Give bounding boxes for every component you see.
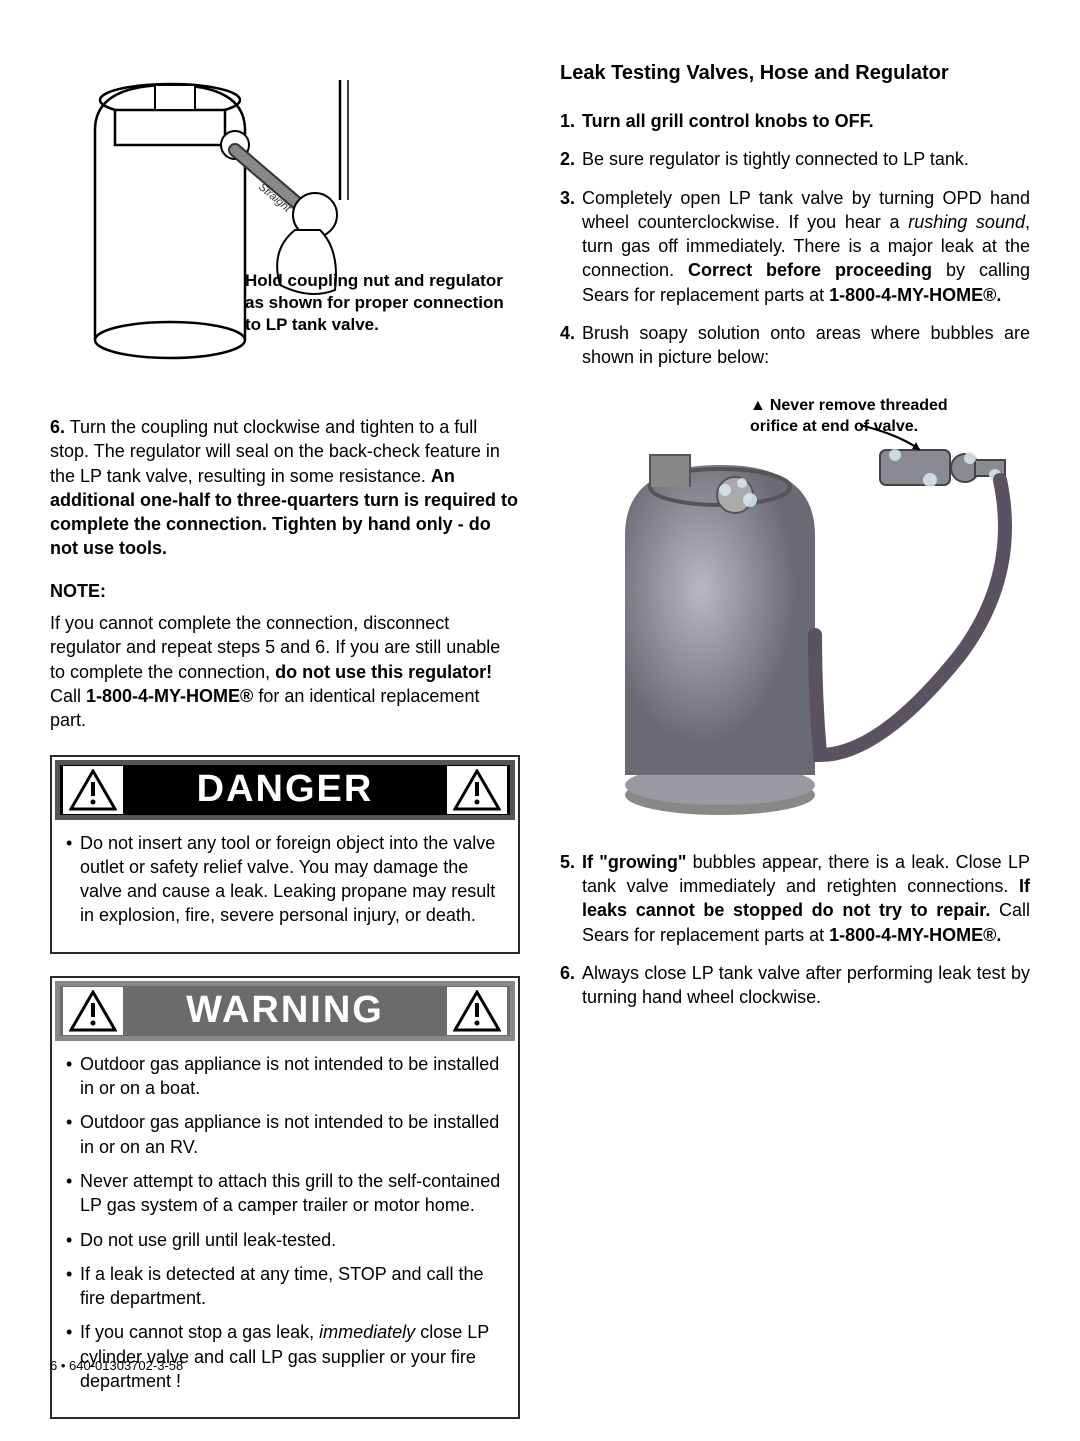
s3f: 1-800-4-MY-HOME®. xyxy=(829,285,1001,305)
step-3: 3.Completely open LP tank valve by turni… xyxy=(560,186,1030,307)
s5e: 1-800-4-MY-HOME®. xyxy=(829,925,1001,945)
note-c: Call xyxy=(50,686,86,706)
step-2-num: 2. xyxy=(560,147,575,171)
right-column: Leak Testing Valves, Hose and Regulator … xyxy=(560,40,1030,1441)
step-4-text: Brush soapy solution onto areas where bu… xyxy=(582,323,1030,367)
leak-testing-heading: Leak Testing Valves, Hose and Regulator xyxy=(560,60,1030,87)
s3b: rushing sound xyxy=(908,212,1025,232)
step-1-text: Turn all grill control knobs to OFF. xyxy=(582,111,874,131)
step-4-num: 4. xyxy=(560,321,575,345)
w6a: If you cannot stop a gas leak, xyxy=(80,1322,319,1342)
step-6-right: 6. Always close LP tank valve after perfo… xyxy=(560,961,1030,1010)
note-heading: NOTE: xyxy=(50,579,520,603)
page-content: Straight Hold coupling nut and regulator… xyxy=(50,40,1030,1441)
leak-test-steps-2: 5.If "growing" bubbles appear, there is … xyxy=(560,850,1030,1010)
step-4: 4. Brush soapy solution onto areas where … xyxy=(560,321,1030,370)
warning-title: WARNING xyxy=(126,985,444,1036)
danger-box: DANGER Do not insert any tool or foreign… xyxy=(50,755,520,954)
step-3-num: 3. xyxy=(560,186,575,210)
danger-header: DANGER xyxy=(55,760,515,820)
danger-title: DANGER xyxy=(126,764,444,815)
warning-item-1: Outdoor gas appliance is not intended to… xyxy=(66,1052,504,1101)
warning-triangle-icon xyxy=(63,766,123,814)
step-2-text: Be sure regulator is tightly connected t… xyxy=(582,149,969,169)
step-5: 5.If "growing" bubbles appear, there is … xyxy=(560,850,1030,947)
note-b: do not use this regulator! xyxy=(275,662,492,682)
danger-item: Do not insert any tool or foreign object… xyxy=(66,831,504,928)
figure-coupling-nut: Straight Hold coupling nut and regulator… xyxy=(80,50,520,390)
step-6r-text: Always close LP tank valve after perform… xyxy=(582,963,1030,1007)
note-d: 1-800-4-MY-HOME® xyxy=(86,686,253,706)
s5a: If "growing" xyxy=(582,852,686,872)
warning-header: WARNING xyxy=(55,981,515,1041)
warning-item-5: If a leak is detected at any time, STOP … xyxy=(66,1262,504,1311)
step-6-text: 6. Turn the coupling nut clockwise and t… xyxy=(50,415,520,561)
step-5-num: 5. xyxy=(560,850,575,874)
warning-triangle-icon xyxy=(447,766,507,814)
warning-body: Outdoor gas appliance is not intended to… xyxy=(52,1044,518,1408)
left-column: Straight Hold coupling nut and regulator… xyxy=(50,40,520,1441)
danger-body: Do not insert any tool or foreign object… xyxy=(52,823,518,942)
warning-box: WARNING Outdoor gas appliance is not int… xyxy=(50,976,520,1420)
figure-leak-test: Never remove threaded orifice at end of … xyxy=(580,395,1030,825)
step-2: 2. Be sure regulator is tightly connected… xyxy=(560,147,1030,171)
step-6-number: 6. xyxy=(50,417,65,437)
figure2-caption: Never remove threaded orifice at end of … xyxy=(750,395,970,438)
figure1-caption: Hold coupling nut and regulator as shown… xyxy=(245,270,505,336)
step-1-num: 1. xyxy=(560,109,575,133)
warning-item-2: Outdoor gas appliance is not intended to… xyxy=(66,1110,504,1159)
step-1: 1. Turn all grill control knobs to OFF. xyxy=(560,109,1030,133)
warning-triangle-icon xyxy=(447,987,507,1035)
warning-item-4: Do not use grill until leak-tested. xyxy=(66,1228,504,1252)
tank-leak-illustration xyxy=(580,395,1040,825)
leak-test-steps: 1. Turn all grill control knobs to OFF. 2… xyxy=(560,109,1030,370)
s3d: Correct before proceeding xyxy=(688,260,932,280)
warning-item-3: Never attempt to attach this grill to th… xyxy=(66,1169,504,1218)
w6b: immediately xyxy=(319,1322,415,1342)
step-6r-num: 6. xyxy=(560,961,575,985)
page-footer: 6 • 640-01303702-3-58 xyxy=(50,1357,183,1375)
warning-triangle-icon xyxy=(63,987,123,1035)
note-body: If you cannot complete the connection, d… xyxy=(50,611,520,732)
